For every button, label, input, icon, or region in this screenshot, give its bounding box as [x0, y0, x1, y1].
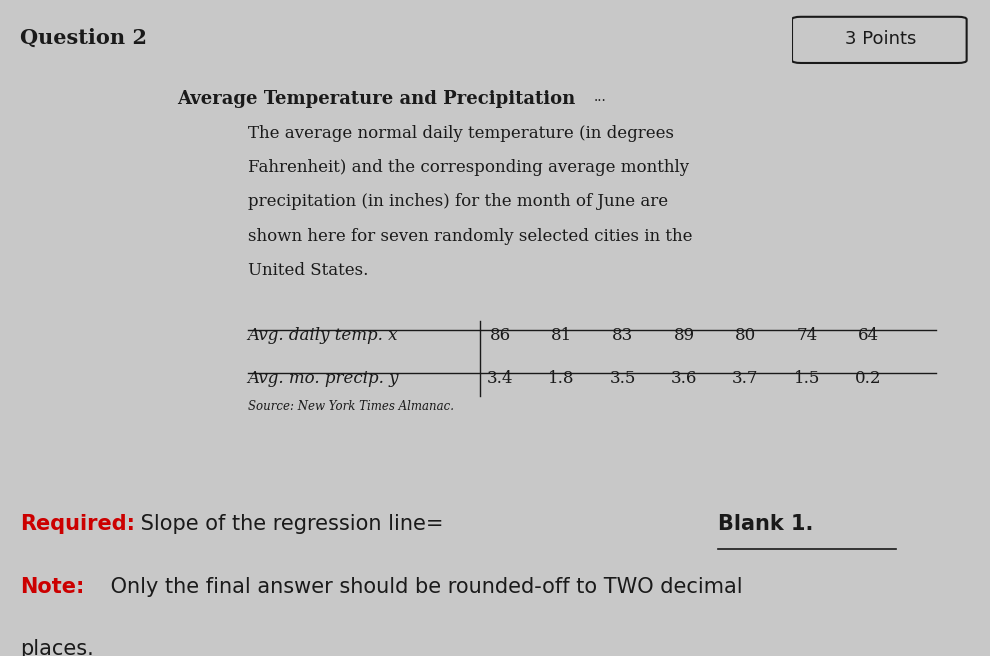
Text: Question 2: Question 2	[20, 28, 147, 48]
Text: 1.5: 1.5	[794, 370, 820, 386]
Text: 86: 86	[489, 327, 511, 344]
Text: 3 Points: 3 Points	[845, 30, 917, 49]
Text: 80: 80	[735, 327, 756, 344]
Text: Slope of the regression line=: Slope of the regression line=	[134, 514, 444, 534]
Text: 0.2: 0.2	[855, 370, 881, 386]
Text: precipitation (in inches) for the month of June are: precipitation (in inches) for the month …	[248, 194, 667, 210]
Text: 81: 81	[550, 327, 572, 344]
Text: Blank 1.: Blank 1.	[718, 514, 813, 534]
Text: Only the final answer should be rounded-off to TWO decimal: Only the final answer should be rounded-…	[104, 577, 743, 596]
Text: ...: ...	[594, 91, 607, 104]
Text: Avg. mo. precip. y: Avg. mo. precip. y	[248, 370, 399, 386]
Text: 3.6: 3.6	[671, 370, 697, 386]
Text: places.: places.	[20, 639, 93, 656]
Text: The average normal daily temperature (in degrees: The average normal daily temperature (in…	[248, 125, 673, 142]
Text: Fahrenheit) and the corresponding average monthly: Fahrenheit) and the corresponding averag…	[248, 159, 689, 176]
Text: United States.: United States.	[248, 262, 368, 279]
Text: Avg. daily temp. x: Avg. daily temp. x	[248, 327, 398, 344]
Text: Note:: Note:	[20, 577, 84, 596]
Text: 3.4: 3.4	[487, 370, 513, 386]
Text: 3.7: 3.7	[733, 370, 758, 386]
Text: shown here for seven randomly selected cities in the: shown here for seven randomly selected c…	[248, 228, 692, 245]
Text: 64: 64	[857, 327, 879, 344]
FancyBboxPatch shape	[792, 17, 966, 63]
Text: 83: 83	[612, 327, 634, 344]
Text: 3.5: 3.5	[610, 370, 636, 386]
Text: 89: 89	[673, 327, 695, 344]
Text: Required:: Required:	[20, 514, 135, 534]
Text: Source: New York Times Almanac.: Source: New York Times Almanac.	[248, 400, 453, 413]
Text: Average Temperature and Precipitation: Average Temperature and Precipitation	[177, 91, 575, 108]
Text: 74: 74	[796, 327, 818, 344]
Text: 1.8: 1.8	[548, 370, 574, 386]
